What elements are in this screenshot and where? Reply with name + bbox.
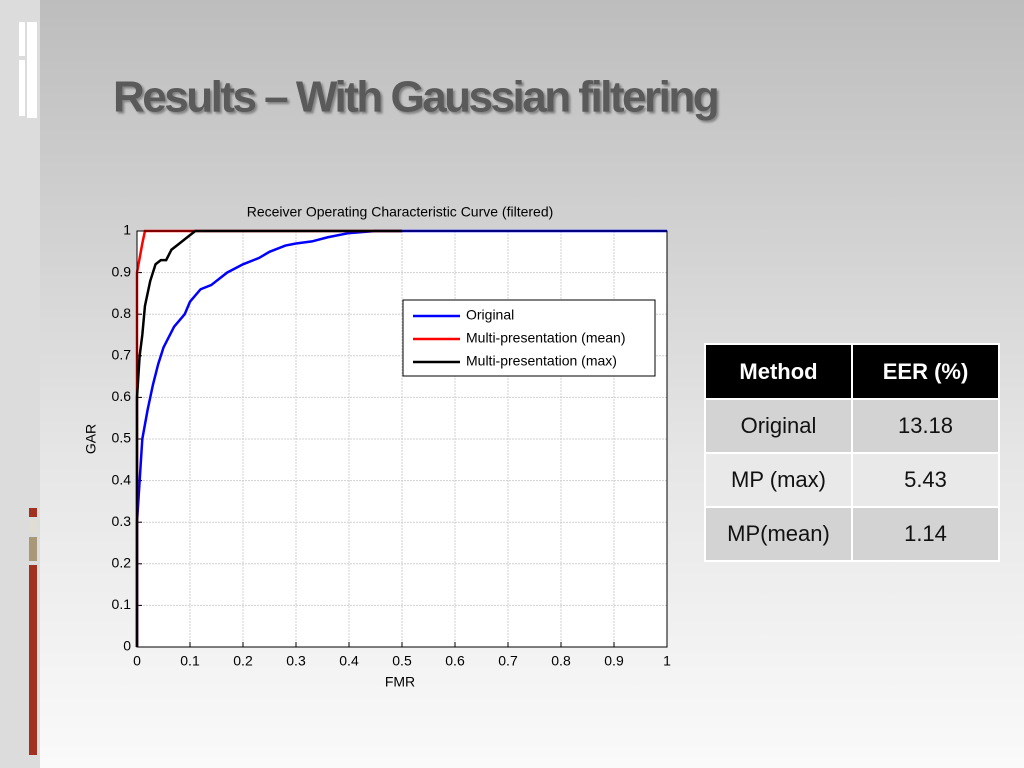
header-cell: Method xyxy=(704,343,853,400)
x-axis-label: FMR xyxy=(385,674,415,690)
y-tick-label: 0 xyxy=(123,638,131,654)
y-tick-label: 0.8 xyxy=(112,305,132,321)
x-tick-label: 0.6 xyxy=(445,653,465,669)
y-tick-label: 0.4 xyxy=(112,471,132,487)
x-tick-label: 1 xyxy=(663,653,671,669)
row: MP(mean) 1.14 xyxy=(704,506,1000,562)
cell: Original xyxy=(704,398,853,454)
row: Original 13.18 xyxy=(704,398,1000,454)
series-line xyxy=(135,229,667,647)
legend-label: Multi-presentation (max) xyxy=(466,353,617,369)
legend-label: Original xyxy=(466,307,514,323)
chart-title: Receiver Operating Characteristic Curve … xyxy=(247,204,554,220)
y-tick-label: 0.6 xyxy=(112,388,132,404)
legend-label: Multi-presentation (mean) xyxy=(466,330,626,346)
x-tick-label: 0.1 xyxy=(180,653,200,669)
y-tick-label: 0.3 xyxy=(112,513,132,529)
x-tick-label: 0.2 xyxy=(233,653,253,669)
cell: MP(mean) xyxy=(704,506,853,562)
y-tick-label: 0.9 xyxy=(112,263,132,279)
cell: 1.14 xyxy=(851,506,1000,562)
eer-table: Method EER (%) Original 13.18 MP (max) 5.4… xyxy=(704,343,1000,562)
row: MP (max) 5.43 xyxy=(704,452,1000,508)
x-tick-label: 0.8 xyxy=(551,653,571,669)
x-tick-label: 0.5 xyxy=(392,653,412,669)
x-tick-label: 0.7 xyxy=(498,653,518,669)
header-cell: EER (%) xyxy=(851,343,1000,400)
y-tick-label: 0.2 xyxy=(112,555,132,571)
y-tick-label: 0.5 xyxy=(112,430,132,446)
x-tick-label: 0 xyxy=(133,653,141,669)
x-tick-label: 0.4 xyxy=(339,653,359,669)
plot-frame xyxy=(136,230,668,648)
y-tick-label: 0.7 xyxy=(112,347,132,363)
y-tick-label: 0.1 xyxy=(112,596,132,612)
header-row: Method EER (%) xyxy=(704,343,1000,400)
y-axis-label: GAR xyxy=(83,424,99,454)
y-tick-label: 1 xyxy=(123,222,131,238)
series-line xyxy=(135,229,402,647)
cell: MP (max) xyxy=(704,452,853,508)
corner-icon xyxy=(19,22,37,118)
cell: 13.18 xyxy=(851,398,1000,454)
x-tick-label: 0.3 xyxy=(286,653,306,669)
x-tick-label: 0.9 xyxy=(604,653,624,669)
cell: 5.43 xyxy=(851,452,1000,508)
left-accent xyxy=(29,508,37,755)
slide-title: Results – With Gaussian filtering xyxy=(113,73,717,122)
